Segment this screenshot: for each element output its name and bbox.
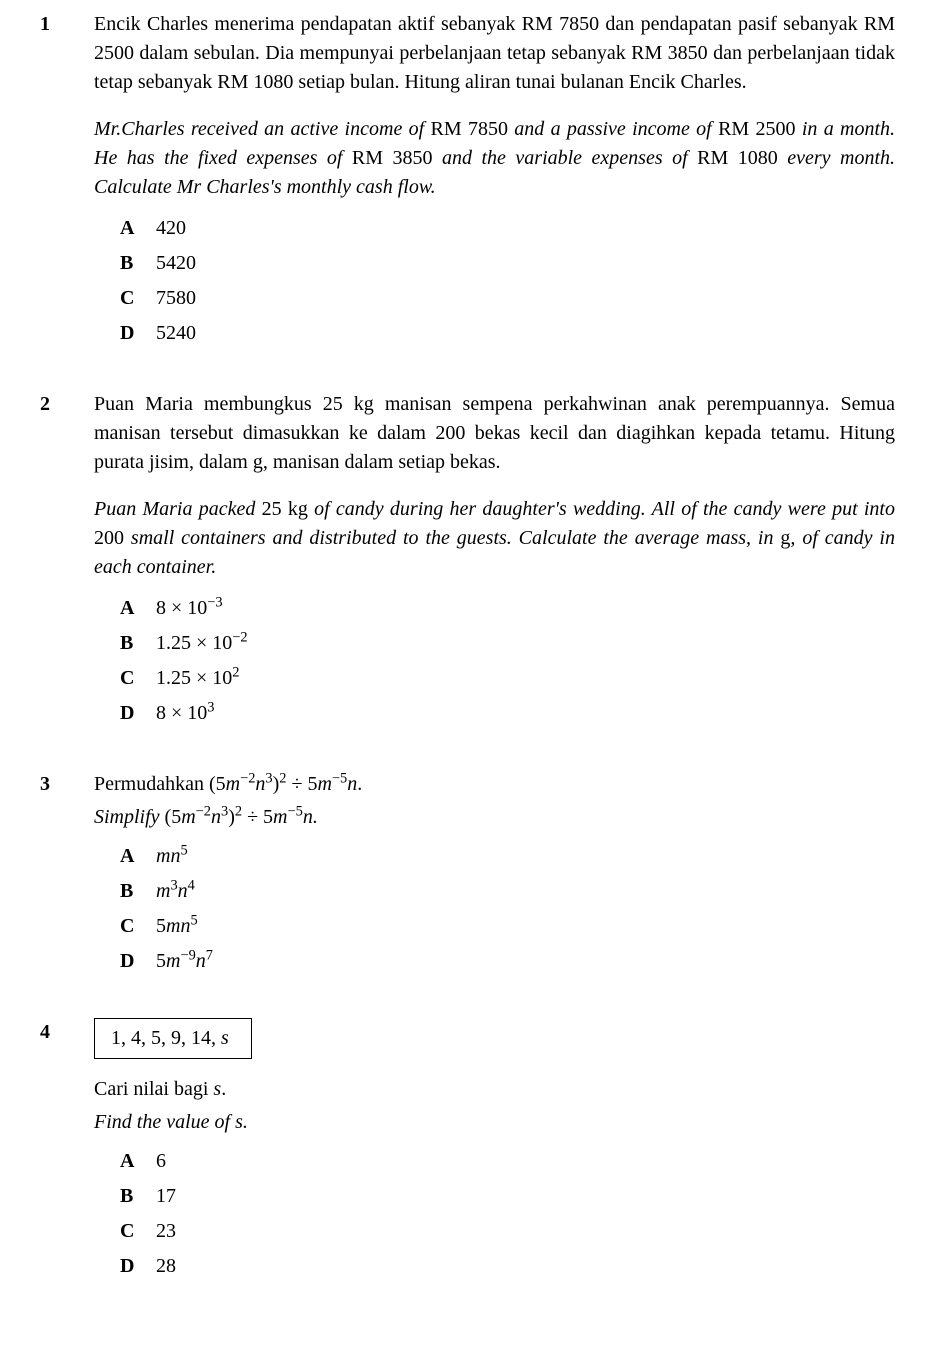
option-text: 1.25 × 10−2: [156, 629, 895, 658]
question-body: Permudahkan (5m−2n3)2 ÷ 5m−5n. Simplify …: [94, 770, 895, 982]
stem-malay: Permudahkan (5m−2n3)2 ÷ 5m−5n.: [94, 770, 895, 799]
option-letter: C: [120, 912, 156, 941]
option-d: D 5m−9n7: [120, 947, 895, 976]
question-4: 4 1, 4, 5, 9, 14, s Cari nilai bagi s. F…: [40, 1018, 895, 1287]
question-2: 2 Puan Maria membungkus 25 kg manisan se…: [40, 390, 895, 734]
options-list: A 420 B 5420 C 7580 D 5240: [120, 214, 895, 348]
option-d: D 28: [120, 1252, 895, 1281]
option-text: 8 × 10−3: [156, 594, 895, 623]
stem-english: Find the value of s.: [94, 1108, 895, 1137]
option-text: mn5: [156, 842, 895, 871]
option-text: 1.25 × 102: [156, 664, 895, 693]
option-text: 420: [156, 214, 895, 243]
option-d: D 5240: [120, 319, 895, 348]
question-number: 4: [40, 1018, 94, 1287]
question-body: Encik Charles menerima pendapatan aktif …: [94, 10, 895, 354]
stem-english: Puan Maria packed 25 kg of candy during …: [94, 495, 895, 582]
stem-malay: Encik Charles menerima pendapatan aktif …: [94, 10, 895, 97]
options-list: A 6 B 17 C 23 D 28: [120, 1147, 895, 1281]
option-letter: A: [120, 594, 156, 623]
question-1: 1 Encik Charles menerima pendapatan akti…: [40, 10, 895, 354]
option-letter: C: [120, 284, 156, 313]
option-letter: A: [120, 214, 156, 243]
stem-english: Mr.Charles received an active income of …: [94, 115, 895, 202]
question-body: Puan Maria membungkus 25 kg manisan semp…: [94, 390, 895, 734]
option-letter: A: [120, 1147, 156, 1176]
option-b: B m3n4: [120, 877, 895, 906]
option-letter: D: [120, 947, 156, 976]
option-c: C 5mn5: [120, 912, 895, 941]
option-b: B 5420: [120, 249, 895, 278]
question-number: 3: [40, 770, 94, 982]
option-letter: A: [120, 842, 156, 871]
option-b: B 1.25 × 10−2: [120, 629, 895, 658]
option-letter: D: [120, 1252, 156, 1281]
option-letter: B: [120, 877, 156, 906]
option-text: 5240: [156, 319, 895, 348]
option-text: 5m−9n7: [156, 947, 895, 976]
option-text: m3n4: [156, 877, 895, 906]
options-list: A mn5 B m3n4 C 5mn5 D 5m−9n7: [120, 842, 895, 976]
option-text: 8 × 103: [156, 699, 895, 728]
option-letter: D: [120, 699, 156, 728]
options-list: A 8 × 10−3 B 1.25 × 10−2 C 1.25 × 102 D …: [120, 594, 895, 728]
question-number: 2: [40, 390, 94, 734]
option-text: 7580: [156, 284, 895, 313]
option-a: A 420: [120, 214, 895, 243]
stem-malay: Puan Maria membungkus 25 kg manisan semp…: [94, 390, 895, 477]
option-c: C 7580: [120, 284, 895, 313]
option-a: A 8 × 10−3: [120, 594, 895, 623]
question-number: 1: [40, 10, 94, 354]
question-3: 3 Permudahkan (5m−2n3)2 ÷ 5m−5n. Simplif…: [40, 770, 895, 982]
option-letter: D: [120, 319, 156, 348]
option-text: 6: [156, 1147, 895, 1176]
option-a: A mn5: [120, 842, 895, 871]
option-text: 5420: [156, 249, 895, 278]
option-text: 28: [156, 1252, 895, 1281]
stem-malay: Cari nilai bagi s.: [94, 1075, 895, 1104]
option-letter: C: [120, 664, 156, 693]
option-letter: B: [120, 629, 156, 658]
stem-english: Simplify (5m−2n3)2 ÷ 5m−5n.: [94, 803, 895, 832]
option-a: A 6: [120, 1147, 895, 1176]
question-body: 1, 4, 5, 9, 14, s Cari nilai bagi s. Fin…: [94, 1018, 895, 1287]
option-letter: B: [120, 249, 156, 278]
option-b: B 17: [120, 1182, 895, 1211]
option-c: C 1.25 × 102: [120, 664, 895, 693]
option-d: D 8 × 103: [120, 699, 895, 728]
sequence-box: 1, 4, 5, 9, 14, s: [94, 1018, 252, 1059]
option-text: 23: [156, 1217, 895, 1246]
option-letter: C: [120, 1217, 156, 1246]
option-c: C 23: [120, 1217, 895, 1246]
option-letter: B: [120, 1182, 156, 1211]
option-text: 5mn5: [156, 912, 895, 941]
option-text: 17: [156, 1182, 895, 1211]
